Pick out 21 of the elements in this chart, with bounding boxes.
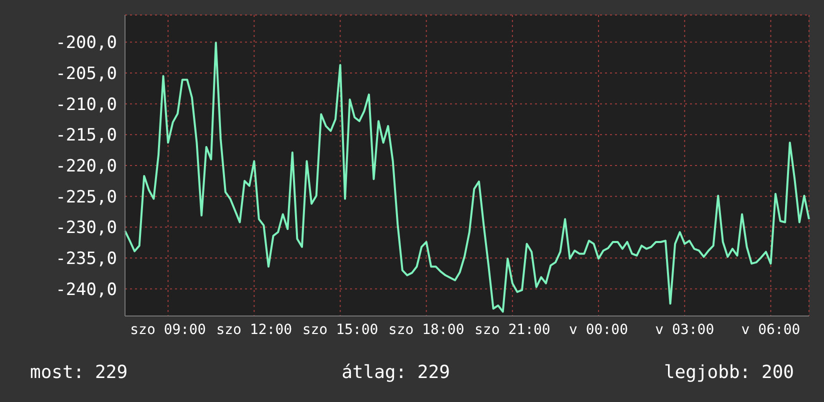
y-tick-label: -220,0 <box>56 156 117 177</box>
y-tick-label: -225,0 <box>56 187 117 208</box>
y-tick-label: -205,0 <box>56 64 117 84</box>
x-tick-label: szo 15:00 <box>302 322 378 338</box>
x-tick-label: v 00:00 <box>569 322 628 338</box>
x-tick-label: szo 21:00 <box>474 322 550 338</box>
y-tick-label: -200,0 <box>56 33 117 54</box>
x-tick-label: szo 18:00 <box>388 322 464 338</box>
y-tick-label: -215,0 <box>56 126 117 146</box>
y-tick-label: -210,0 <box>56 94 117 115</box>
y-tick-label: -230,0 <box>56 218 117 238</box>
text: átlag: 229 <box>342 362 450 383</box>
x-tick-label: v 06:00 <box>741 322 800 338</box>
y-tick-label: -235,0 <box>56 249 117 270</box>
x-tick-label: szo 12:00 <box>216 322 292 338</box>
x-tick-label: szo 09:00 <box>130 322 206 338</box>
text: legjobb: 200 <box>664 362 794 383</box>
line-series <box>124 42 810 313</box>
text: most: 229 <box>30 362 128 383</box>
x-tick-label: v 03:00 <box>655 322 714 338</box>
y-tick-label: -240,0 <box>56 280 117 300</box>
